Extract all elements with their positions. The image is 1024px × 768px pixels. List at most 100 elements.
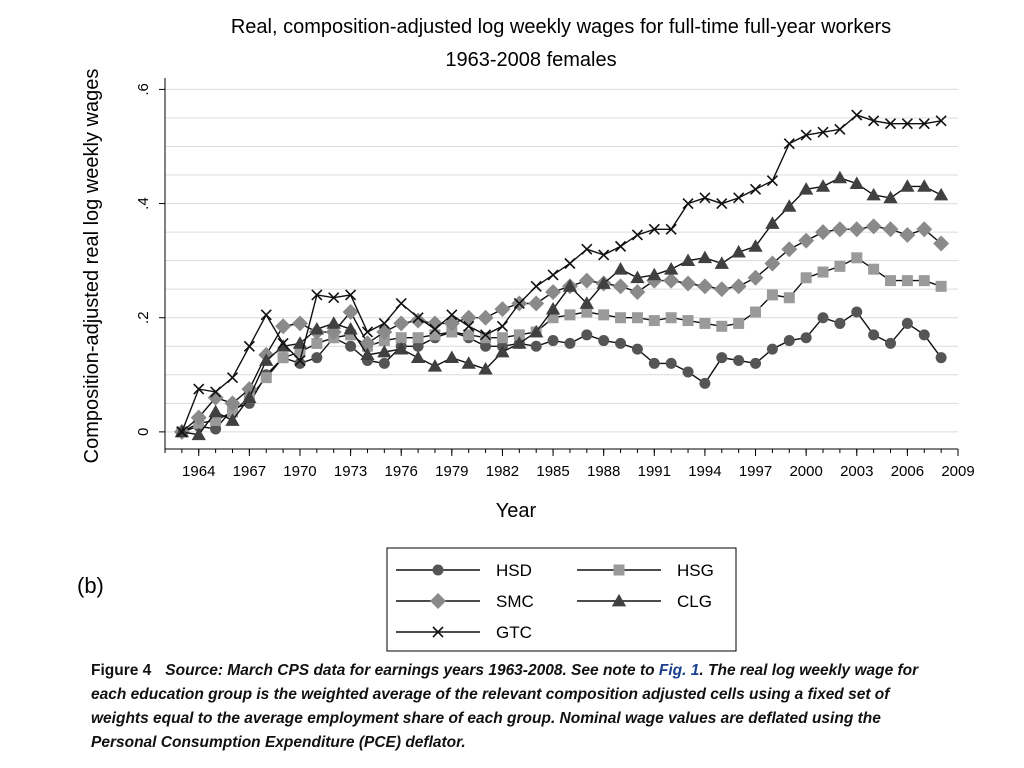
point-hsd: [581, 329, 593, 341]
x-tick-label: 2000: [789, 463, 822, 480]
point-hsg: [766, 289, 778, 301]
point-clg: [360, 347, 375, 361]
point-hsd: [530, 340, 542, 352]
point-clg: [461, 356, 476, 369]
point-hsg: [851, 252, 863, 264]
point-hsd: [766, 343, 778, 355]
point-smc: [190, 409, 207, 426]
legend-marker-gtc: [432, 626, 444, 638]
point-gtc: [429, 323, 441, 335]
point-smc: [764, 255, 781, 272]
point-gtc: [395, 297, 407, 310]
axes: 0 .2 .4 .6 1964 1967 1970 1973 1976 1979 1982 1985 1…: [135, 78, 975, 480]
legend-marker-smc: [430, 593, 446, 609]
point-smc: [342, 304, 359, 320]
point-gtc: [834, 123, 846, 135]
point-clg: [933, 187, 949, 201]
point-hsg: [496, 332, 508, 344]
point-smc: [646, 272, 663, 289]
x-tick-label: 1973: [334, 463, 367, 480]
x-tick-label: 1997: [739, 463, 772, 480]
point-smc: [207, 389, 224, 406]
point-gtc: [193, 383, 205, 395]
point-hsd: [210, 423, 222, 435]
point-smc: [663, 272, 680, 289]
legend-label-hsg: HSG: [677, 561, 714, 580]
point-clg: [630, 270, 645, 284]
point-clg: [545, 302, 561, 315]
point-smc: [781, 241, 798, 258]
point-hsd: [868, 329, 880, 341]
x-tick-label: 1982: [486, 463, 519, 480]
point-smc: [275, 318, 292, 335]
point-hsg: [429, 329, 441, 341]
point-smc: [933, 235, 950, 252]
point-hsd: [547, 335, 559, 347]
point-hsd: [311, 352, 323, 364]
figure-reference-link[interactable]: Fig. 1: [658, 662, 700, 679]
point-hsg: [480, 332, 492, 344]
x-tick-label: 1988: [587, 463, 620, 480]
point-smc: [899, 226, 916, 243]
x-tick-label: 1964: [182, 463, 215, 480]
point-gtc: [733, 192, 745, 204]
point-gtc: [631, 229, 643, 241]
point-smc: [747, 269, 764, 286]
point-hsg: [868, 263, 880, 275]
point-clg: [410, 350, 426, 364]
point-clg: [731, 244, 746, 258]
point-gtc: [884, 118, 897, 130]
point-clg: [242, 390, 257, 403]
point-clg: [765, 216, 780, 229]
x-tick-label: 1970: [283, 463, 316, 480]
point-gtc: [530, 280, 542, 292]
point-hsg: [682, 315, 694, 327]
point-smc: [477, 309, 494, 326]
series-line-smc: [181, 225, 942, 433]
point-gtc: [243, 340, 255, 352]
point-gtc: [783, 138, 795, 150]
point-clg: [596, 276, 611, 289]
point-hsg: [783, 292, 795, 304]
point-smc: [798, 232, 815, 249]
point-gtc: [277, 337, 289, 349]
point-clg: [326, 316, 341, 329]
legend-marker-clg: [611, 593, 627, 607]
point-hsd: [800, 332, 812, 344]
point-clg: [849, 176, 864, 189]
point-smc: [241, 381, 258, 398]
point-hsd: [733, 355, 745, 367]
x-axis-title: Year: [496, 500, 537, 522]
point-clg: [495, 344, 510, 358]
point-hsd: [783, 335, 795, 347]
chart-title: Real, composition-adjusted log weekly wa…: [231, 16, 891, 38]
point-gtc: [547, 269, 559, 281]
point-hsg: [665, 312, 677, 324]
point-hsd: [648, 357, 660, 369]
point-clg: [309, 321, 325, 335]
point-hsd: [480, 340, 492, 352]
point-hsg: [260, 372, 272, 384]
point-clg: [225, 413, 240, 426]
series-group: [173, 109, 950, 441]
point-hsd: [885, 337, 897, 349]
point-clg: [883, 190, 898, 204]
x-tick-label: 1967: [233, 463, 266, 480]
point-gtc: [598, 249, 610, 261]
legend-label-gtc: GTC: [496, 623, 532, 642]
point-clg: [529, 324, 544, 338]
point-hsg: [834, 260, 846, 272]
point-hsg: [294, 346, 306, 358]
point-smc: [865, 218, 882, 235]
point-gtc: [851, 109, 863, 121]
point-smc: [696, 278, 713, 295]
point-hsg: [564, 309, 576, 321]
point-gtc: [446, 309, 458, 321]
point-smc: [730, 278, 747, 295]
point-hsd: [716, 352, 728, 364]
point-gtc: [480, 329, 492, 341]
x-tick-label: 1994: [688, 463, 721, 480]
point-smc: [410, 312, 427, 329]
point-hsg: [631, 312, 643, 324]
point-smc: [831, 221, 848, 238]
